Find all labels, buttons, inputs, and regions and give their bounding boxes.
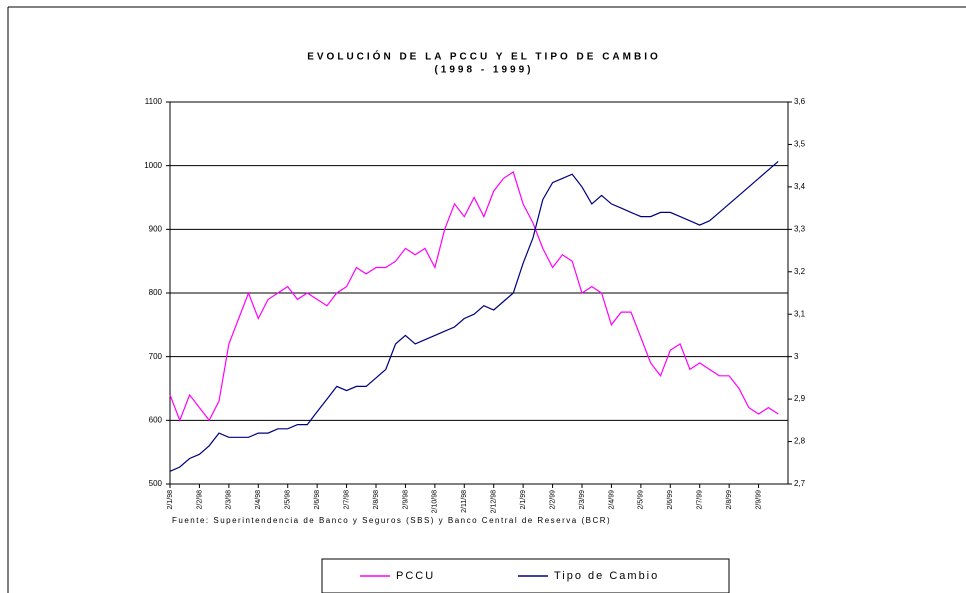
y-tick-label: 800 bbox=[149, 288, 163, 297]
y-tick-label: 1100 bbox=[145, 97, 163, 106]
x-tick-label: 2/5/98 bbox=[285, 490, 292, 510]
x-tick-label: 2/8/99 bbox=[726, 490, 733, 510]
x-tick-label: 2/7/98 bbox=[343, 490, 350, 510]
y2-tick-label: 3,3 bbox=[794, 224, 806, 233]
y-tick-label: 500 bbox=[149, 479, 163, 488]
y2-tick-label: 3,4 bbox=[794, 182, 806, 191]
y-tick-label: 600 bbox=[149, 415, 163, 424]
series-line bbox=[169, 171, 779, 422]
x-tick-label: 2/9/98 bbox=[402, 490, 409, 510]
x-tick-label: 2/4/99 bbox=[608, 490, 615, 510]
x-tick-label: 2/6/98 bbox=[314, 490, 321, 510]
x-tick-label: 2/4/98 bbox=[255, 490, 262, 510]
y2-tick-label: 2,8 bbox=[794, 437, 806, 446]
y-tick-label: 700 bbox=[149, 352, 163, 361]
chart-subtitle: (1998 - 1999) bbox=[434, 65, 533, 76]
y2-tick-label: 3,1 bbox=[794, 309, 806, 318]
y2-tick-label: 3,2 bbox=[794, 267, 806, 276]
x-tick-label: 2/7/99 bbox=[697, 490, 704, 510]
x-tick-label: 2/2/98 bbox=[196, 490, 203, 510]
y2-tick-label: 3 bbox=[794, 352, 799, 361]
y2-tick-label: 2,7 bbox=[794, 479, 806, 488]
y2-tick-label: 2,9 bbox=[794, 394, 806, 403]
x-tick-label: 2/8/98 bbox=[373, 490, 380, 510]
legend-label: Tipo de Cambio bbox=[554, 570, 659, 582]
y2-tick-label: 3,6 bbox=[794, 97, 806, 106]
source-note: Fuente: Superintendencia de Banco y Segu… bbox=[172, 516, 611, 525]
chart-title: EVOLUCIÓN DE LA PCCU Y EL TIPO DE CAMBIO bbox=[307, 50, 661, 63]
x-tick-label: 2/12/98 bbox=[491, 490, 498, 513]
x-tick-label: 2/9/99 bbox=[755, 490, 762, 510]
x-tick-label: 2/1/98 bbox=[167, 490, 174, 510]
x-tick-label: 2/1/99 bbox=[520, 490, 527, 510]
y2-tick-label: 3,5 bbox=[794, 140, 806, 149]
x-tick-label: 2/6/99 bbox=[667, 490, 674, 510]
x-tick-label: 2/11/98 bbox=[461, 490, 468, 513]
y-tick-label: 900 bbox=[149, 224, 163, 233]
x-tick-label: 2/2/99 bbox=[549, 490, 556, 510]
x-tick-label: 2/3/99 bbox=[579, 490, 586, 510]
y-tick-label: 1000 bbox=[144, 161, 162, 170]
x-tick-label: 2/3/98 bbox=[226, 490, 233, 510]
x-tick-label: 2/5/99 bbox=[638, 490, 645, 510]
series-line bbox=[169, 160, 779, 472]
legend-label: PCCU bbox=[396, 570, 435, 582]
x-tick-label: 2/10/98 bbox=[432, 490, 439, 513]
